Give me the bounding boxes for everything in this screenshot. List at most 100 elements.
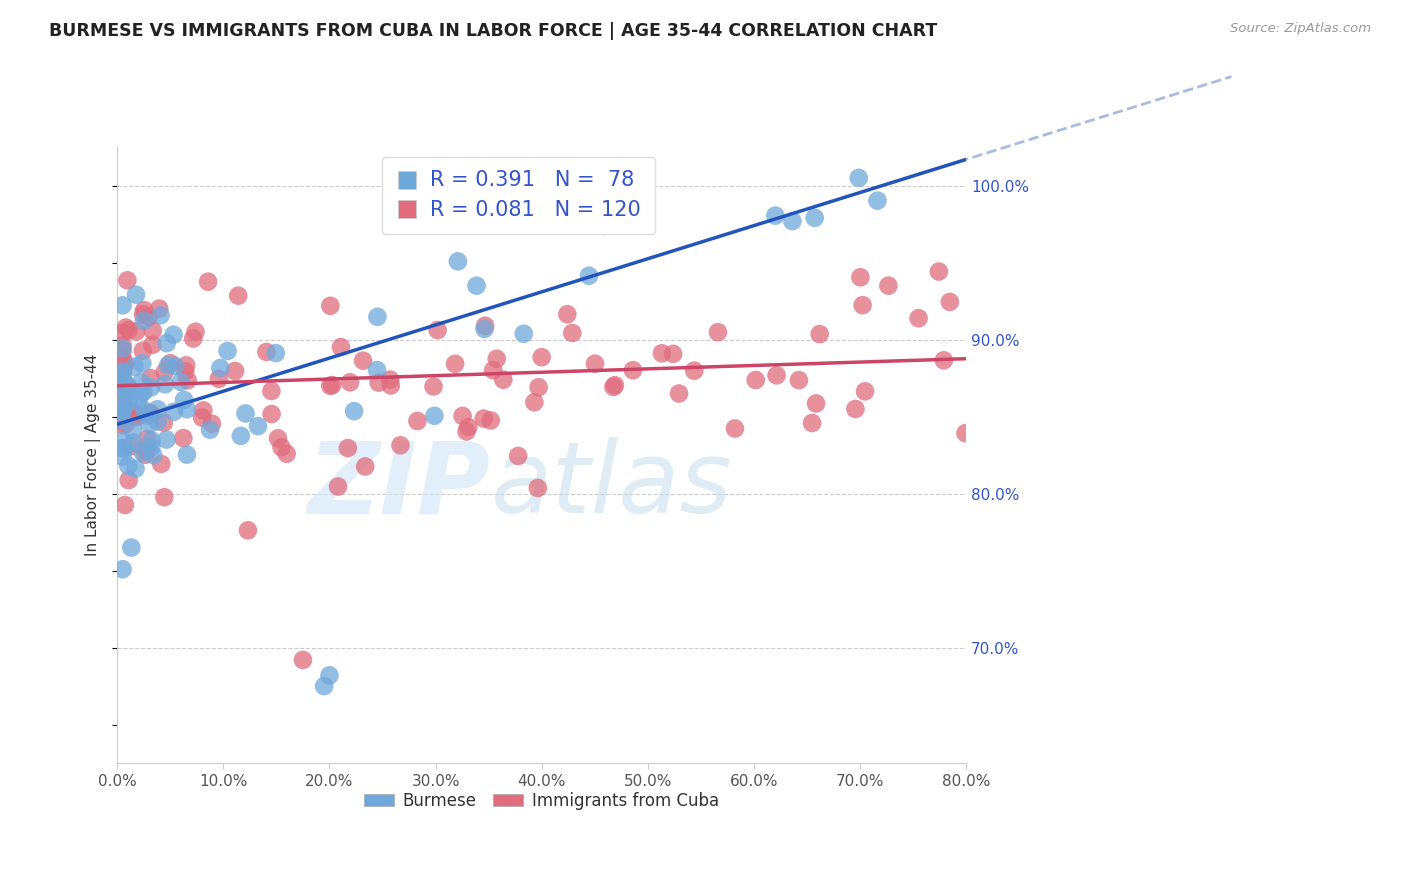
Point [122, 435, 145, 450]
Point [406, 414, 429, 428]
Point [803, 211, 825, 225]
Point [423, 409, 446, 423]
Point [131, 356, 153, 370]
Point [111, 417, 134, 432]
Point [319, 299, 342, 313]
Point [291, 653, 314, 667]
Point [260, 384, 283, 398]
Point [609, 170, 631, 185]
Y-axis label: In Labor Force | Age 35-44: In Labor Force | Age 35-44 [86, 354, 101, 557]
Point [162, 327, 184, 342]
Point [314, 679, 336, 693]
Point [457, 420, 479, 434]
Point [111, 342, 134, 356]
Point [319, 378, 342, 392]
Point [127, 393, 149, 408]
Point [129, 387, 152, 401]
Point [132, 385, 155, 400]
Point [111, 367, 134, 381]
Point [111, 381, 134, 395]
Point [217, 343, 239, 358]
Point [138, 310, 160, 324]
Point [181, 331, 204, 345]
Point [451, 409, 474, 423]
Point [683, 364, 706, 378]
Point [114, 498, 136, 512]
Point [527, 481, 550, 495]
Text: ZIP: ZIP [308, 437, 491, 534]
Point [527, 380, 550, 394]
Point [932, 353, 955, 368]
Point [132, 343, 155, 358]
Point [849, 270, 872, 285]
Point [173, 392, 195, 407]
Point [474, 322, 496, 336]
Point [174, 364, 197, 378]
Point [139, 406, 162, 420]
Point [146, 402, 169, 417]
Point [111, 395, 134, 409]
Point [877, 278, 900, 293]
Point [114, 357, 136, 371]
Point [513, 326, 536, 341]
Point [125, 410, 148, 425]
Point [134, 403, 156, 417]
Point [149, 308, 172, 322]
Point [321, 378, 343, 392]
Text: BURMESE VS IMMIGRANTS FROM CUBA IN LABOR FORCE | AGE 35-44 CORRELATION CHART: BURMESE VS IMMIGRANTS FROM CUBA IN LABOR… [49, 22, 938, 40]
Point [523, 395, 546, 409]
Point [782, 214, 804, 228]
Point [157, 358, 180, 372]
Point [380, 378, 402, 392]
Point [118, 473, 141, 487]
Point [172, 431, 194, 445]
Point [866, 194, 889, 208]
Point [270, 440, 292, 454]
Point [651, 346, 673, 360]
Text: Source: ZipAtlas.com: Source: ZipAtlas.com [1230, 22, 1371, 36]
Point [555, 307, 578, 321]
Point [426, 323, 449, 337]
Point [246, 419, 269, 434]
Point [506, 449, 529, 463]
Point [124, 461, 146, 475]
Point [530, 350, 553, 364]
Point [111, 441, 134, 455]
Point [153, 416, 176, 430]
Point [122, 423, 145, 437]
Point [366, 363, 388, 377]
Point [366, 310, 388, 324]
Point [209, 361, 232, 376]
Point [593, 219, 616, 233]
Point [153, 377, 176, 392]
Point [112, 442, 135, 456]
Point [260, 407, 283, 421]
Point [191, 410, 214, 425]
Point [132, 445, 155, 459]
Point [111, 404, 134, 418]
Point [117, 380, 139, 394]
Point [226, 288, 249, 302]
Text: atlas: atlas [491, 437, 733, 534]
Point [235, 406, 257, 420]
Point [111, 338, 134, 352]
Point [125, 325, 148, 339]
Point [482, 363, 505, 377]
Point [662, 347, 685, 361]
Point [159, 356, 181, 370]
Point [111, 434, 134, 448]
Point [852, 298, 875, 312]
Point [197, 275, 219, 289]
Point [111, 396, 134, 410]
Point [193, 403, 215, 417]
Point [336, 441, 359, 455]
Point [141, 441, 163, 455]
Point [254, 345, 277, 359]
Point [236, 524, 259, 538]
Point [163, 405, 186, 419]
Point [561, 326, 583, 340]
Point [176, 402, 198, 417]
Point [444, 357, 467, 371]
Point [148, 301, 170, 316]
Point [352, 353, 374, 368]
